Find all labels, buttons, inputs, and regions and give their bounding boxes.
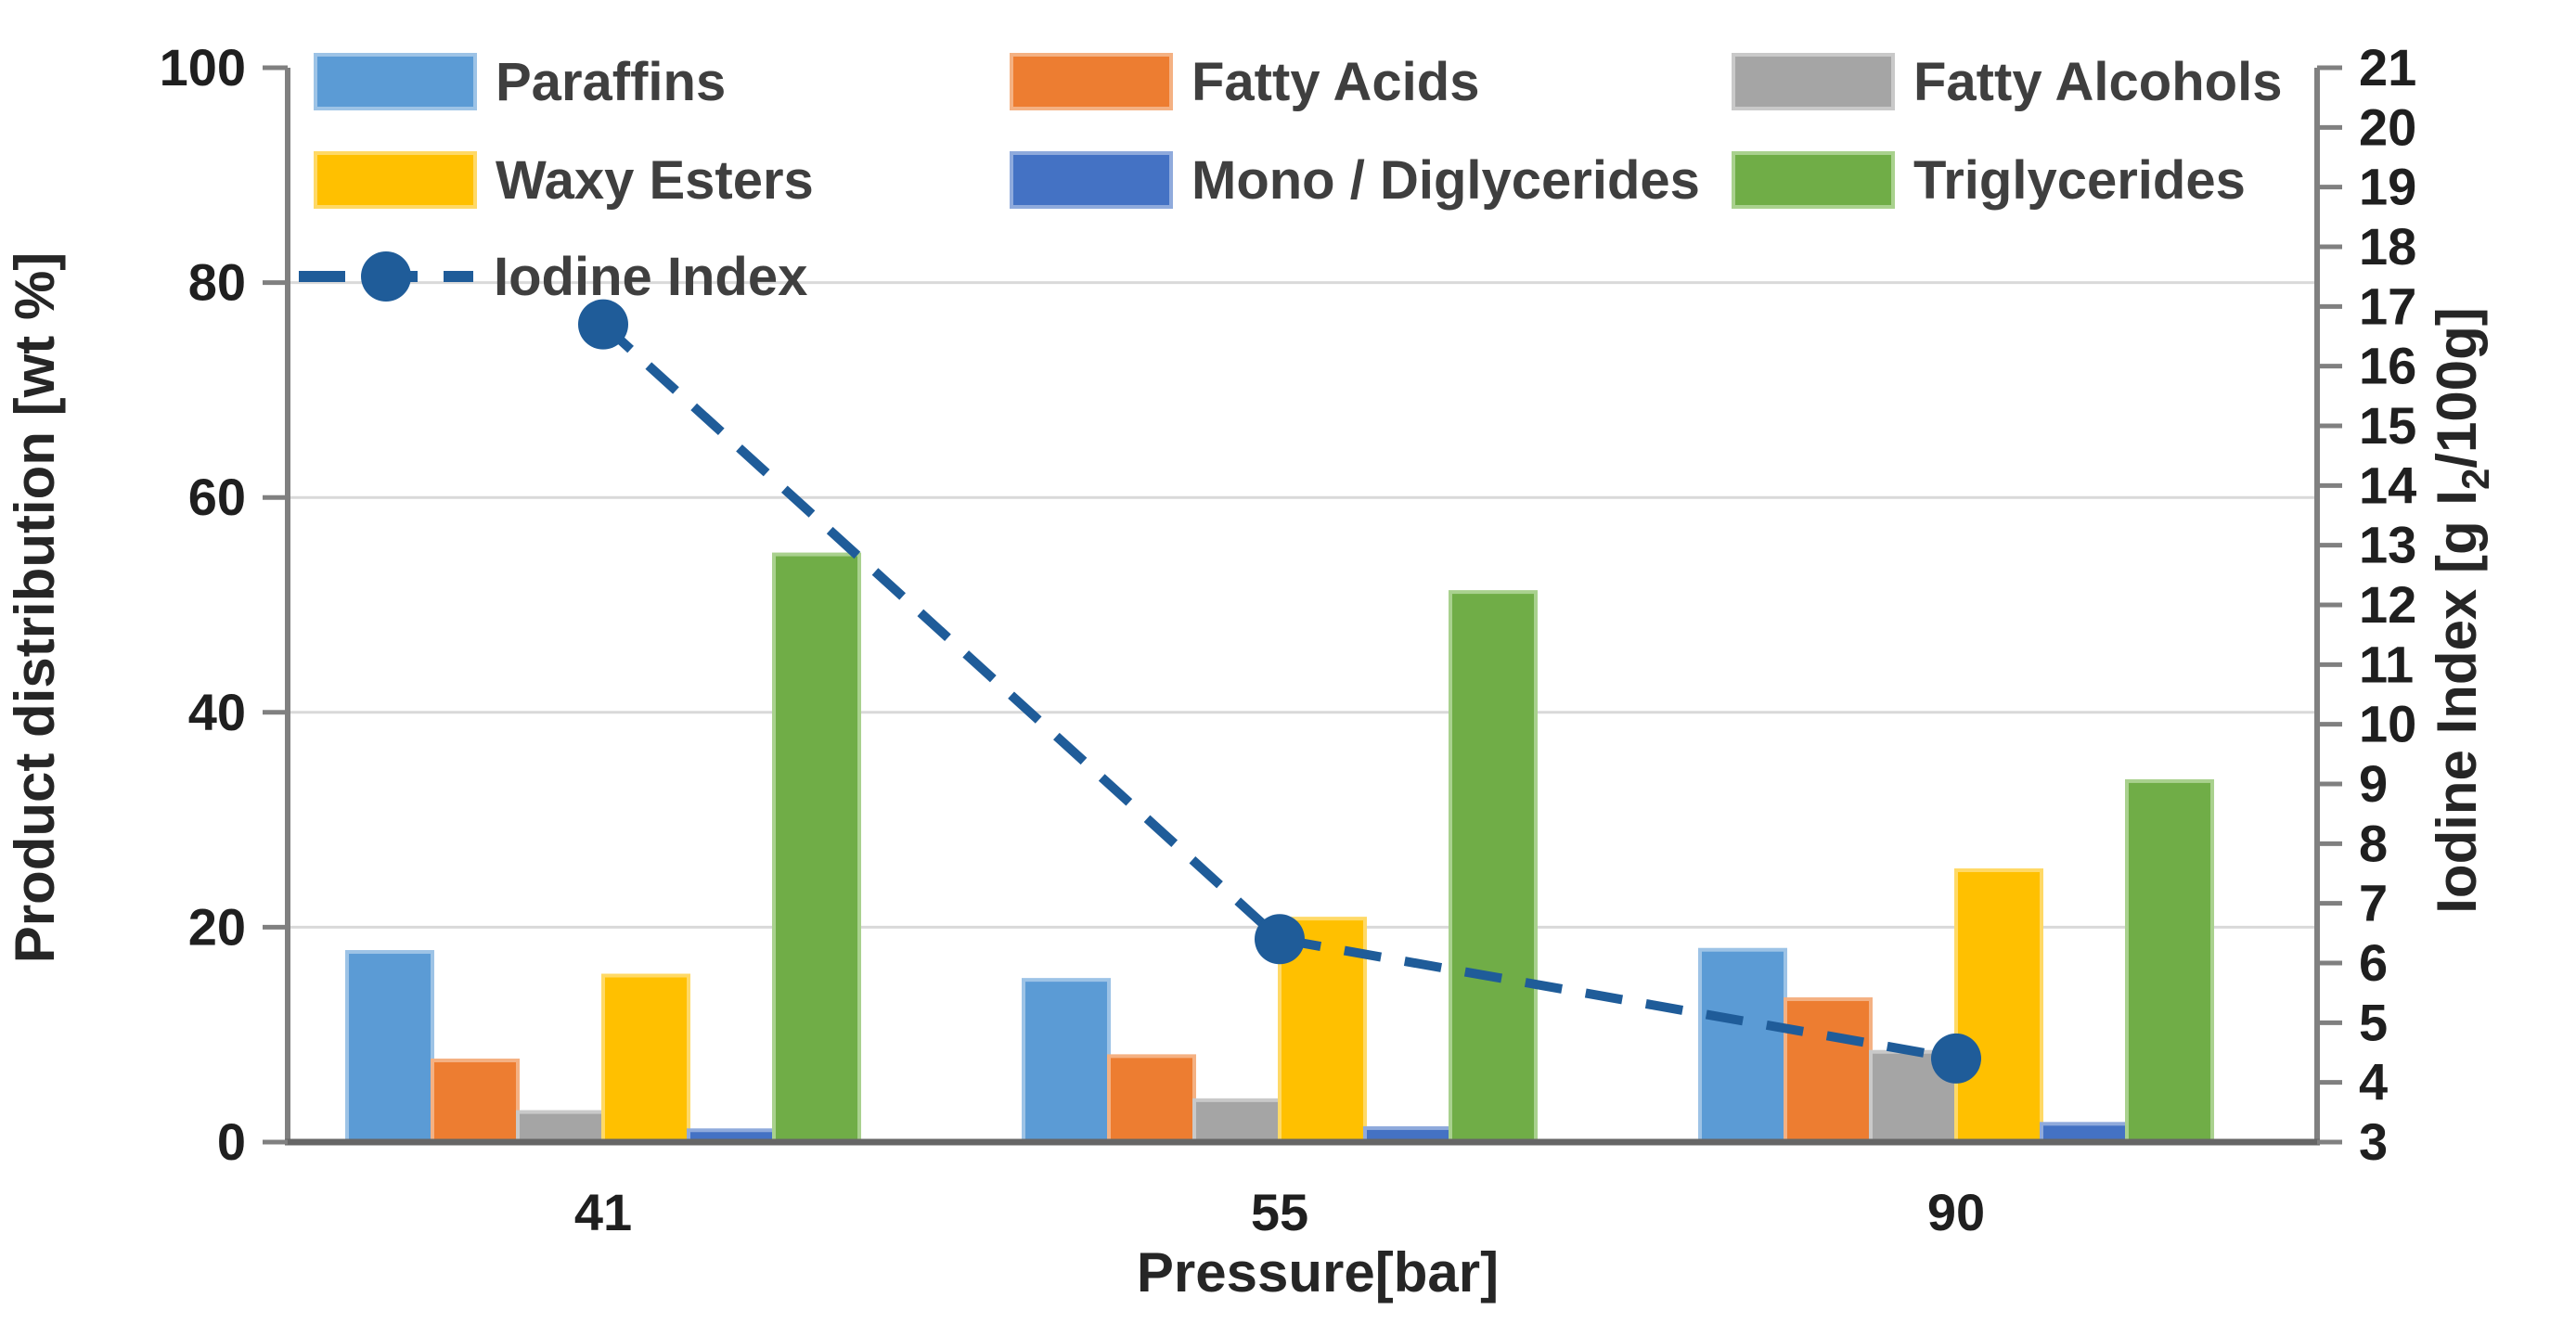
iodine-marker-55 [1255, 914, 1305, 965]
right-tick-label-18: 18 [2359, 217, 2416, 276]
legend-label-fatty-alcohols: Fatty Alcohols [1913, 52, 2282, 112]
category-label-90: 90 [1927, 1183, 1985, 1241]
legend-label-triglycerides: Triglycerides [1913, 150, 2246, 211]
right-tick-label-17: 17 [2359, 276, 2416, 335]
right-tick-label-10: 10 [2359, 695, 2416, 753]
bar-paraffins-90 [1698, 947, 1787, 1145]
category-labels: 41 55 90 [574, 1183, 1985, 1241]
legend-swatch-fatty-alcohols [1732, 53, 1895, 110]
iodine-marker-90 [1931, 1033, 1981, 1084]
right-tick-label-4: 4 [2359, 1053, 2388, 1111]
bar-paraffins-55 [1022, 978, 1111, 1144]
legend-label-iodine-index: Iodine Index [494, 247, 807, 307]
left-tick-label-80: 80 [188, 253, 246, 312]
legend-label-fatty-acids: Fatty Acids [1191, 52, 1479, 112]
legend-swatch-waxy-esters [314, 151, 477, 209]
gridlines [288, 281, 2317, 929]
category-label-41: 41 [574, 1183, 632, 1241]
bar-fatty-alcohols-41 [516, 1110, 605, 1145]
legend-iodine-marker [361, 251, 411, 302]
right-tick-label-19: 19 [2359, 158, 2416, 216]
bar-triglycerides-41 [772, 552, 861, 1144]
x-axis-title: Pressure[bar] [1137, 1241, 1499, 1304]
left-axis-tick-labels: 0 20 40 60 80 100 [160, 38, 246, 1171]
category-label-55: 55 [1251, 1183, 1308, 1241]
right-tick-label-5: 5 [2359, 993, 2388, 1051]
bar-fatty-alcohols-55 [1192, 1098, 1282, 1145]
legend-label-paraffins: Paraffins [496, 52, 726, 112]
bar-waxy-esters-41 [601, 973, 690, 1145]
right-tick-label-6: 6 [2359, 933, 2388, 992]
bar-fatty-acids-41 [431, 1058, 520, 1144]
right-tick-label-9: 9 [2359, 754, 2388, 813]
bar-fatty-acids-55 [1107, 1054, 1196, 1144]
right-tick-label-15: 15 [2359, 396, 2416, 455]
right-tick-label-14: 14 [2359, 456, 2416, 514]
right-tick-label-20: 20 [2359, 97, 2416, 156]
legend-swatch-triglycerides [1732, 151, 1895, 209]
legend: Paraffins Fatty Acids Fatty Alcohols Waxy E… [299, 52, 2282, 307]
bar-triglycerides-55 [1449, 590, 1538, 1144]
axes-and-ticks [263, 65, 2342, 1146]
legend-swatch-mono-diglycerides [1010, 151, 1173, 209]
right-tick-label-12: 12 [2359, 575, 2416, 634]
right-tick-label-8: 8 [2359, 814, 2388, 872]
bar-waxy-esters-90 [1954, 868, 2043, 1144]
right-tick-label-21: 21 [2359, 38, 2416, 96]
right-axis-title: Iodine Index [g I2/100g] [2426, 307, 2497, 913]
bar-fatty-acids-90 [1784, 996, 1873, 1144]
right-tick-label-16: 16 [2359, 337, 2416, 395]
right-tick-label-3: 3 [2359, 1112, 2388, 1171]
legend-swatch-paraffins [314, 53, 477, 110]
left-tick-label-20: 20 [188, 897, 246, 956]
iodine-index-line [578, 299, 1981, 1084]
bar-triglycerides-90 [2125, 778, 2214, 1144]
left-tick-label-0: 0 [217, 1112, 246, 1171]
bar-paraffins-41 [345, 950, 434, 1145]
left-axis-title: Product distribution [wt %] [4, 252, 66, 964]
iodine-index-polyline [599, 320, 1957, 1063]
left-tick-label-60: 60 [188, 468, 246, 526]
right-tick-label-11: 11 [2359, 635, 2414, 693]
legend-swatch-fatty-acids [1010, 53, 1173, 110]
iodine-marker-41 [578, 299, 628, 350]
left-tick-label-40: 40 [188, 683, 246, 741]
legend-label-mono-diglycerides: Mono / Diglycerides [1191, 150, 1700, 211]
legend-label-waxy-esters: Waxy Esters [496, 150, 814, 211]
right-tick-label-7: 7 [2359, 874, 2388, 932]
left-tick-label-100: 100 [160, 38, 246, 96]
right-tick-label-13: 13 [2359, 516, 2416, 574]
